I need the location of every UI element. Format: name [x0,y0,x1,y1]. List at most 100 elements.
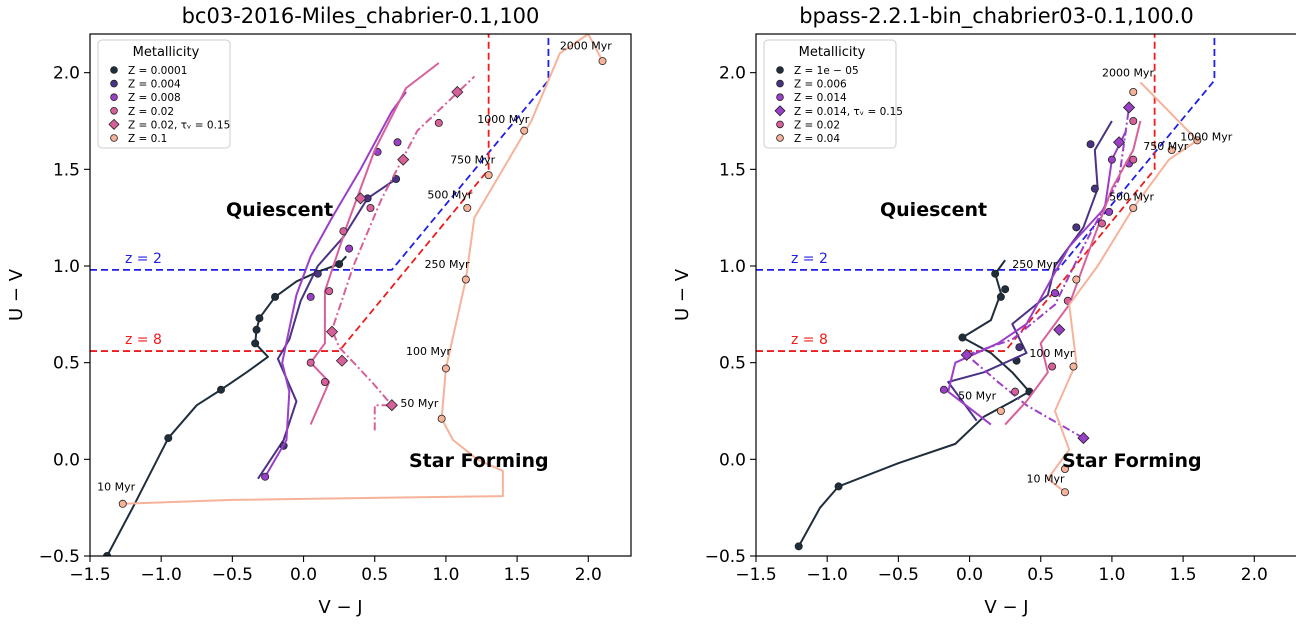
series-marker-diamond [385,399,398,412]
series-marker-diamond [1112,136,1126,149]
series-marker-diamond [335,354,349,367]
series-marker-point [520,126,529,135]
age-label: 2000 Myr [560,39,612,52]
series-marker-point [1086,140,1095,149]
series-line-3 [264,91,407,478]
region-label-quiescent: Quiescent [880,199,987,221]
x-tick-label: −1.0 [807,565,848,585]
age-label: 250 Myr [425,258,470,271]
chart-title: bpass-2.2.1-bin_chabrier03-0.1,100.0 [799,4,1194,29]
legend-label: Z = 0.008 [128,92,181,104]
boundary-line-z2 [756,34,1216,271]
series-marker-diamond [1053,323,1066,336]
legend-marker-point [776,79,784,88]
legend-marker-diamond [774,105,786,117]
age-label: 10 Myr [97,480,135,493]
legend-label: Z = 1e − 05 [794,65,859,77]
x-axis-label: V − J [318,597,362,618]
legend-label: Z = 0.0001 [128,65,187,77]
legend-frame [763,39,897,149]
y-tick-label: 2.0 [719,64,746,84]
axes-frame [89,33,632,557]
series-marker-point [313,269,322,278]
age-label: 100 Myr [1029,347,1074,360]
age-label: 50 Myr [400,397,438,410]
series-marker-diamond [325,325,339,338]
age-label: 1000 Myr [477,113,529,126]
y-tick-label: 1.5 [719,160,746,180]
age-label: 2000 Myr [1102,67,1154,80]
chart-title: bc03-2016-Miles_chabrier-0.1,100 [182,4,540,29]
series-line-4 [309,62,440,425]
boundary-label-z8: z = 8 [791,332,828,348]
series-marker-diamond [1122,101,1136,114]
x-tick-label: 1.5 [1170,565,1197,585]
series-marker-point [1048,362,1057,371]
legend-title: Metallicity [133,45,200,60]
x-tick-label: 0.0 [956,565,983,585]
x-tick-label: 1.0 [1098,565,1125,585]
boundary-label-z2: z = 2 [791,251,828,267]
boundary-line-z8 [90,34,490,352]
series-marker-point [1107,155,1116,164]
series-marker-point [1069,362,1078,371]
y-tick-label: 0.5 [719,354,746,374]
legend-marker-point [776,134,784,142]
legend-frame [97,39,231,149]
age-label: 750 Myr [450,154,495,167]
series-marker-point [306,292,315,301]
series-marker-point [958,333,967,342]
boundary-line-z8 [756,34,1156,352]
series-marker-diamond [1077,432,1090,445]
series-marker-point [251,339,260,348]
series-marker-point [118,499,127,508]
legend-marker-point [110,93,118,101]
series-marker-point [1105,207,1114,216]
x-tick-label: −1.5 [69,565,110,585]
series-marker-point [1129,117,1138,126]
series-marker-point [306,358,315,367]
y-tick-label: 0.0 [719,450,746,470]
x-tick-label: 0.5 [1027,565,1054,585]
legend-marker-point [110,79,118,88]
series-marker-point [1015,343,1024,352]
chart-panel-2: bpass-2.2.1-bin_chabrier03-0.1,100.0z = … [672,4,1296,618]
series-line-6 [1046,81,1199,493]
x-tick-label: 2.0 [575,565,602,585]
legend-label: Z = 0.014 [794,92,847,104]
x-tick-label: 0.5 [361,565,388,585]
plot-area [90,34,607,556]
y-tick-label: 0.0 [53,450,80,470]
series-marker-point [1011,387,1020,396]
series-marker-point [1167,145,1176,154]
series-marker-point [325,287,334,296]
series-marker-point [261,472,270,481]
series-marker-point [1129,88,1138,97]
series-line-2 [947,120,1113,422]
legend-marker-point [110,66,118,74]
legend-marker-point [776,66,784,74]
series-marker-point [598,57,607,66]
series-marker-point [996,406,1005,415]
series-marker-point [1001,285,1010,294]
series-marker-point [335,260,344,269]
series-marker-point [320,377,329,386]
series-marker-diamond [960,348,973,361]
series-marker-point [255,314,264,323]
series-marker-point [392,174,401,183]
series-marker-point [1072,275,1081,284]
region-label-quiescent: Quiescent [226,199,333,221]
series-marker-point [1129,203,1138,212]
age-label: 100 Myr [406,345,451,358]
series-marker-point [1129,155,1138,164]
plot-area [756,34,1216,551]
legend-label: Z = 0.04 [794,133,840,145]
series-marker-diamond [397,153,410,166]
age-label: 750 Myr [1143,140,1188,153]
series-marker-point [164,434,173,443]
age-label: 250 Myr [1012,258,1057,271]
